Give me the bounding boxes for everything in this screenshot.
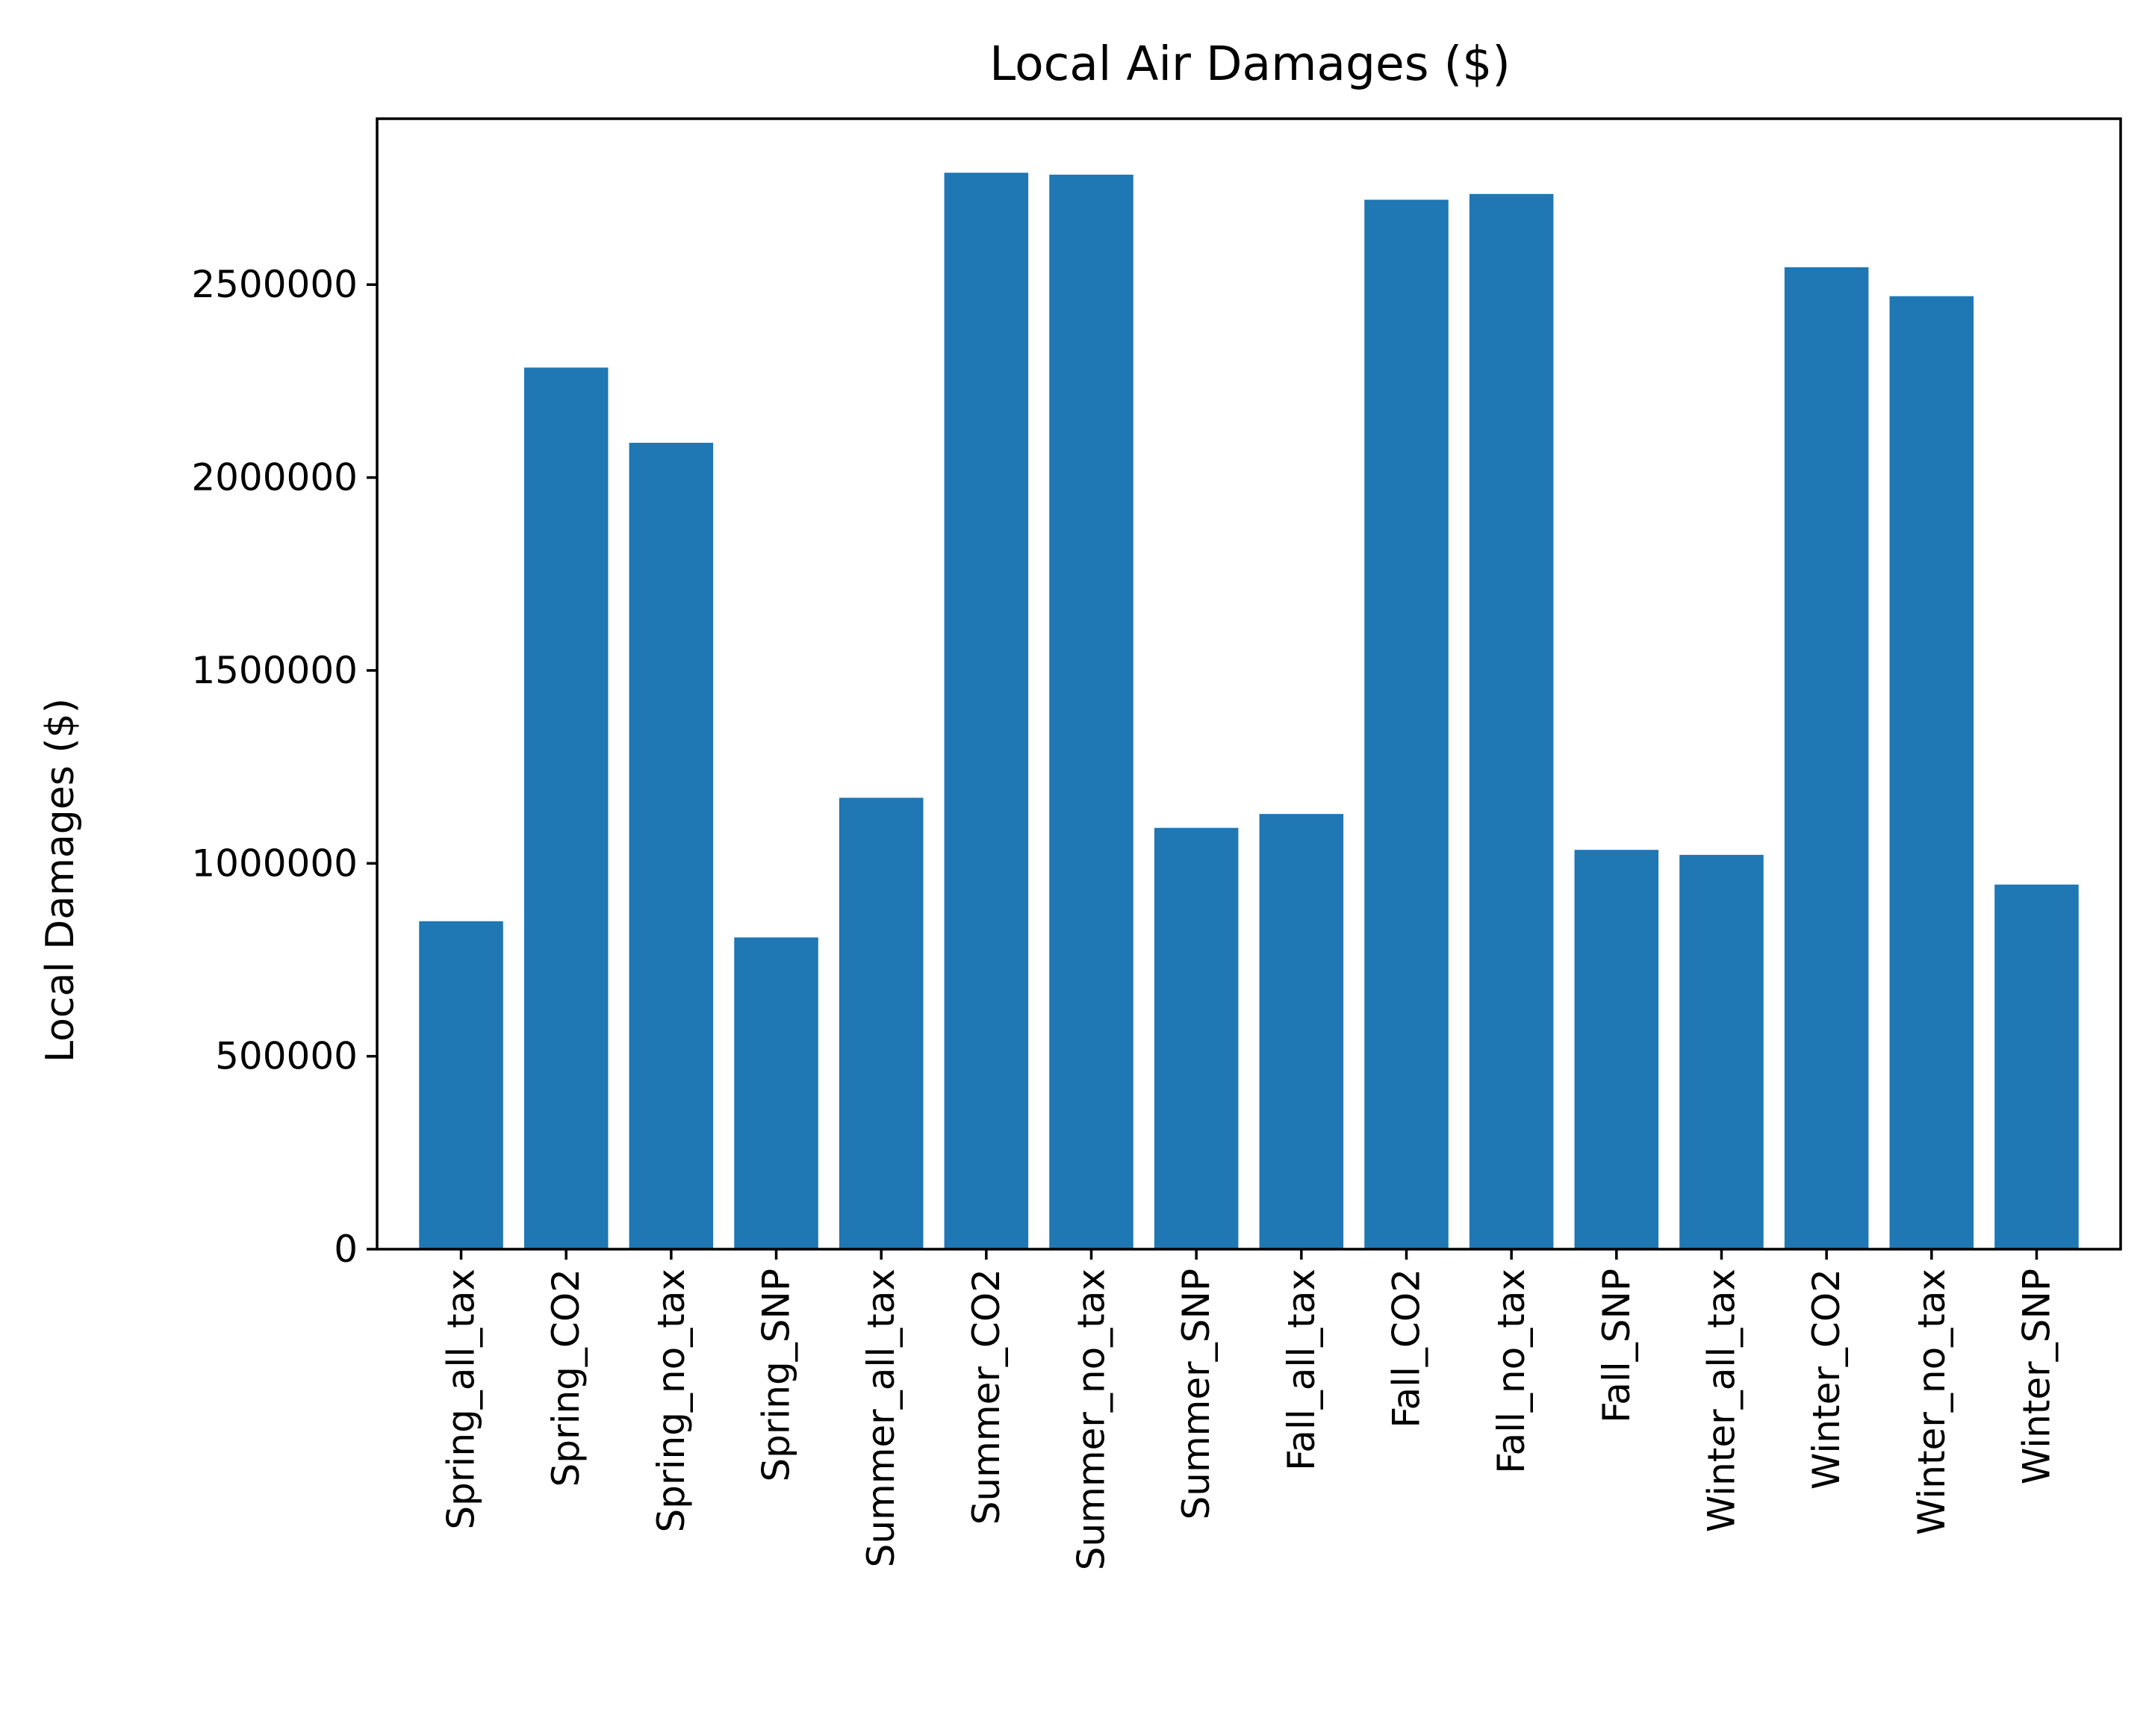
bar-Spring_CO2	[523, 367, 609, 1250]
bar-Spring_all_tax	[419, 921, 503, 1249]
bar-Summer_no_tax	[1049, 174, 1133, 1249]
bar-Winter_CO2	[1784, 267, 1869, 1249]
x-tick-label: Summer_SNP	[1175, 1269, 1218, 1519]
x-tick-label: Winter_SNP	[2015, 1269, 2058, 1484]
x-tick-label: Winter_all_tax	[1699, 1269, 1743, 1532]
y-ticks-group: 0 500000 1000000 1500000 2000000 2500000	[191, 263, 377, 1271]
x-tick-label: Winter_CO2	[1805, 1269, 1848, 1490]
x-tick-label: Fall_CO2	[1384, 1269, 1428, 1428]
x-tick-label: Summer_no_tax	[1070, 1269, 1113, 1570]
bar-Summer_all_tax	[839, 797, 924, 1249]
x-tick-label: Fall_SNP	[1595, 1269, 1638, 1423]
bar-Fall_SNP	[1574, 850, 1659, 1249]
chart-title: Local Air Damages ($)	[989, 37, 1511, 91]
bar-Fall_all_tax	[1259, 814, 1344, 1249]
bars-group	[419, 172, 2079, 1250]
bar-Spring_SNP	[734, 937, 818, 1249]
bar-Winter_no_tax	[1889, 296, 1974, 1249]
x-tick-label: Spring_CO2	[544, 1269, 588, 1487]
bar-Summer_SNP	[1154, 827, 1239, 1249]
x-tick-label: Fall_no_tax	[1490, 1269, 1533, 1474]
bar-Winter_SNP	[1994, 884, 2079, 1249]
x-tick-label: Spring_SNP	[755, 1269, 798, 1482]
y-tick-label: 500000	[215, 1035, 358, 1078]
y-axis-label: Local Damages ($)	[38, 698, 83, 1063]
y-tick-label: 0	[334, 1228, 358, 1271]
x-tick-label: Fall_all_tax	[1280, 1269, 1323, 1471]
x-tick-label: Spring_no_tax	[650, 1269, 693, 1532]
y-tick-label: 1000000	[191, 841, 358, 885]
bar-Winter_all_tax	[1679, 854, 1764, 1249]
y-tick-label: 2000000	[191, 456, 358, 500]
x-tick-label: Spring_all_tax	[440, 1269, 483, 1530]
bar-Fall_CO2	[1364, 199, 1449, 1249]
y-tick-label: 2500000	[191, 263, 358, 306]
bar-Spring_no_tax	[629, 443, 714, 1249]
plot-frame	[376, 117, 2122, 1251]
x-tick-label: Winter_no_tax	[1910, 1269, 1953, 1535]
bar-Summer_CO2	[944, 172, 1029, 1249]
x-tick-label: Summer_CO2	[965, 1269, 1008, 1525]
y-tick-label: 1500000	[191, 649, 358, 692]
x-ticks-group: Spring_all_tax Spring_CO2 Spring_no_tax Spr…	[440, 1249, 2058, 1570]
bar-Fall_no_tax	[1469, 193, 1554, 1249]
x-tick-label: Summer_all_tax	[859, 1269, 903, 1567]
